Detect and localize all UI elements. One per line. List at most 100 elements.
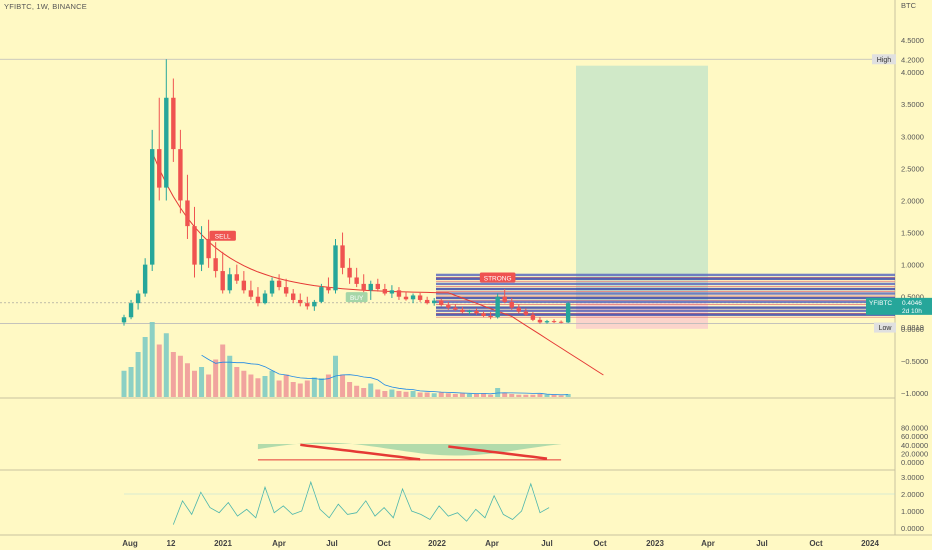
level-band [436,292,895,295]
volume-bar [481,393,487,397]
candle-body [424,299,430,304]
time-tick-label: Oct [377,539,391,548]
volume-bar [347,382,353,397]
candle-body [565,303,571,323]
level-band [436,287,895,291]
oscillator-2-tick-label: 0.0000 [901,524,924,533]
target-zone [576,65,708,304]
low-value: 0.0819 [901,323,924,332]
volume-bar [276,380,282,397]
volume-bar [410,391,416,397]
price-tick-label: 1.0000 [901,261,924,270]
candle-body [192,226,197,265]
low-tag-label: Low [879,325,893,332]
candle-body [544,321,550,323]
volume-bar [241,370,247,397]
candle-body [432,300,437,304]
candle-body [150,149,155,265]
oscillator-fill [257,442,562,456]
volume-bar [262,376,268,397]
candle-body [276,280,282,288]
time-tick-label: Jul [326,539,338,548]
candle-body [128,303,134,318]
volume-average-line [201,354,569,396]
candle-body [326,287,331,291]
oscillator-tick-label: 60.0000 [901,432,928,441]
last-price-symbol: YFIBTC [869,300,892,307]
price-tick-label: 4.5000 [901,36,924,45]
volume-bar [220,344,226,397]
volume-bar [403,391,409,397]
last-price-tag [866,297,932,315]
price-tick-label: −1.0000 [901,389,928,398]
volume-bar [375,389,381,397]
volume-bar [544,394,550,397]
oscillator-2-tick-label: 2.0000 [901,490,924,499]
candle-body [488,315,493,318]
candle-body [558,321,564,323]
volume-bar [438,392,444,397]
symbol-header: YFIBTC, 1W, BINANCE [4,2,87,11]
candle-body [255,296,261,304]
volume-bar [135,352,141,397]
volume-bar [227,355,233,397]
candle-body [262,293,268,304]
candle-body [446,305,451,308]
candle-body [333,245,338,291]
low-tag-bg [874,322,896,333]
volume-bar [431,393,437,397]
time-tick-label: Aug [122,539,138,548]
price-tick-label: 2.5000 [901,164,924,173]
bar-countdown: 2d 10h [902,308,922,315]
volume-bar [558,395,564,397]
level-band [436,296,895,300]
price-tick-label: 4.0000 [901,68,924,77]
volume-bar [488,394,494,397]
volume-bar [537,394,543,397]
volume-bar [199,367,205,397]
price-tick-label: 3.5000 [901,100,924,109]
candle-body [340,245,345,268]
volume-bar [318,378,324,397]
volume-bar [192,370,197,397]
candle-body [417,295,423,300]
price-tick-label: 1.5000 [901,229,924,238]
oscillator-2-tick-label: 1.0000 [901,507,924,516]
volume-bar [516,394,522,397]
level-band [436,300,895,304]
candle-body [142,264,148,294]
candle-body [312,301,317,307]
price-tick-label: 0.5000 [901,293,924,302]
candle-body [220,271,225,291]
candle-body [439,300,444,306]
candle-body [523,311,529,315]
volume-bar [551,394,557,397]
level-band [436,313,895,316]
oscillator-2-line [172,480,550,525]
candle-body [382,289,388,294]
candle-body [467,310,472,313]
volume-bar [255,378,261,397]
volume-bar [283,374,289,397]
candle-body [157,149,162,188]
high-tag-label: High [877,57,892,64]
volume-bar [149,322,155,397]
signal-badge [345,292,368,303]
candle-body [474,310,479,314]
time-tick-label: 12 [167,539,176,548]
candle-body [121,317,127,323]
oscillator-2-tick-label: 3.0000 [901,473,924,482]
signal-badge [209,230,236,241]
volume-bar [361,388,367,397]
volume-bar [523,394,529,397]
volume-bar [459,393,465,397]
price-tick-label: 3.0000 [901,132,924,141]
volume-bar [530,394,536,397]
oscillator-tick-label: 0.0000 [901,458,924,467]
price-axis-currency: BTC [901,1,917,10]
candle-body [389,290,395,294]
candle-body [354,277,359,284]
level-band [436,277,895,280]
time-tick-label: 2021 [214,539,232,548]
